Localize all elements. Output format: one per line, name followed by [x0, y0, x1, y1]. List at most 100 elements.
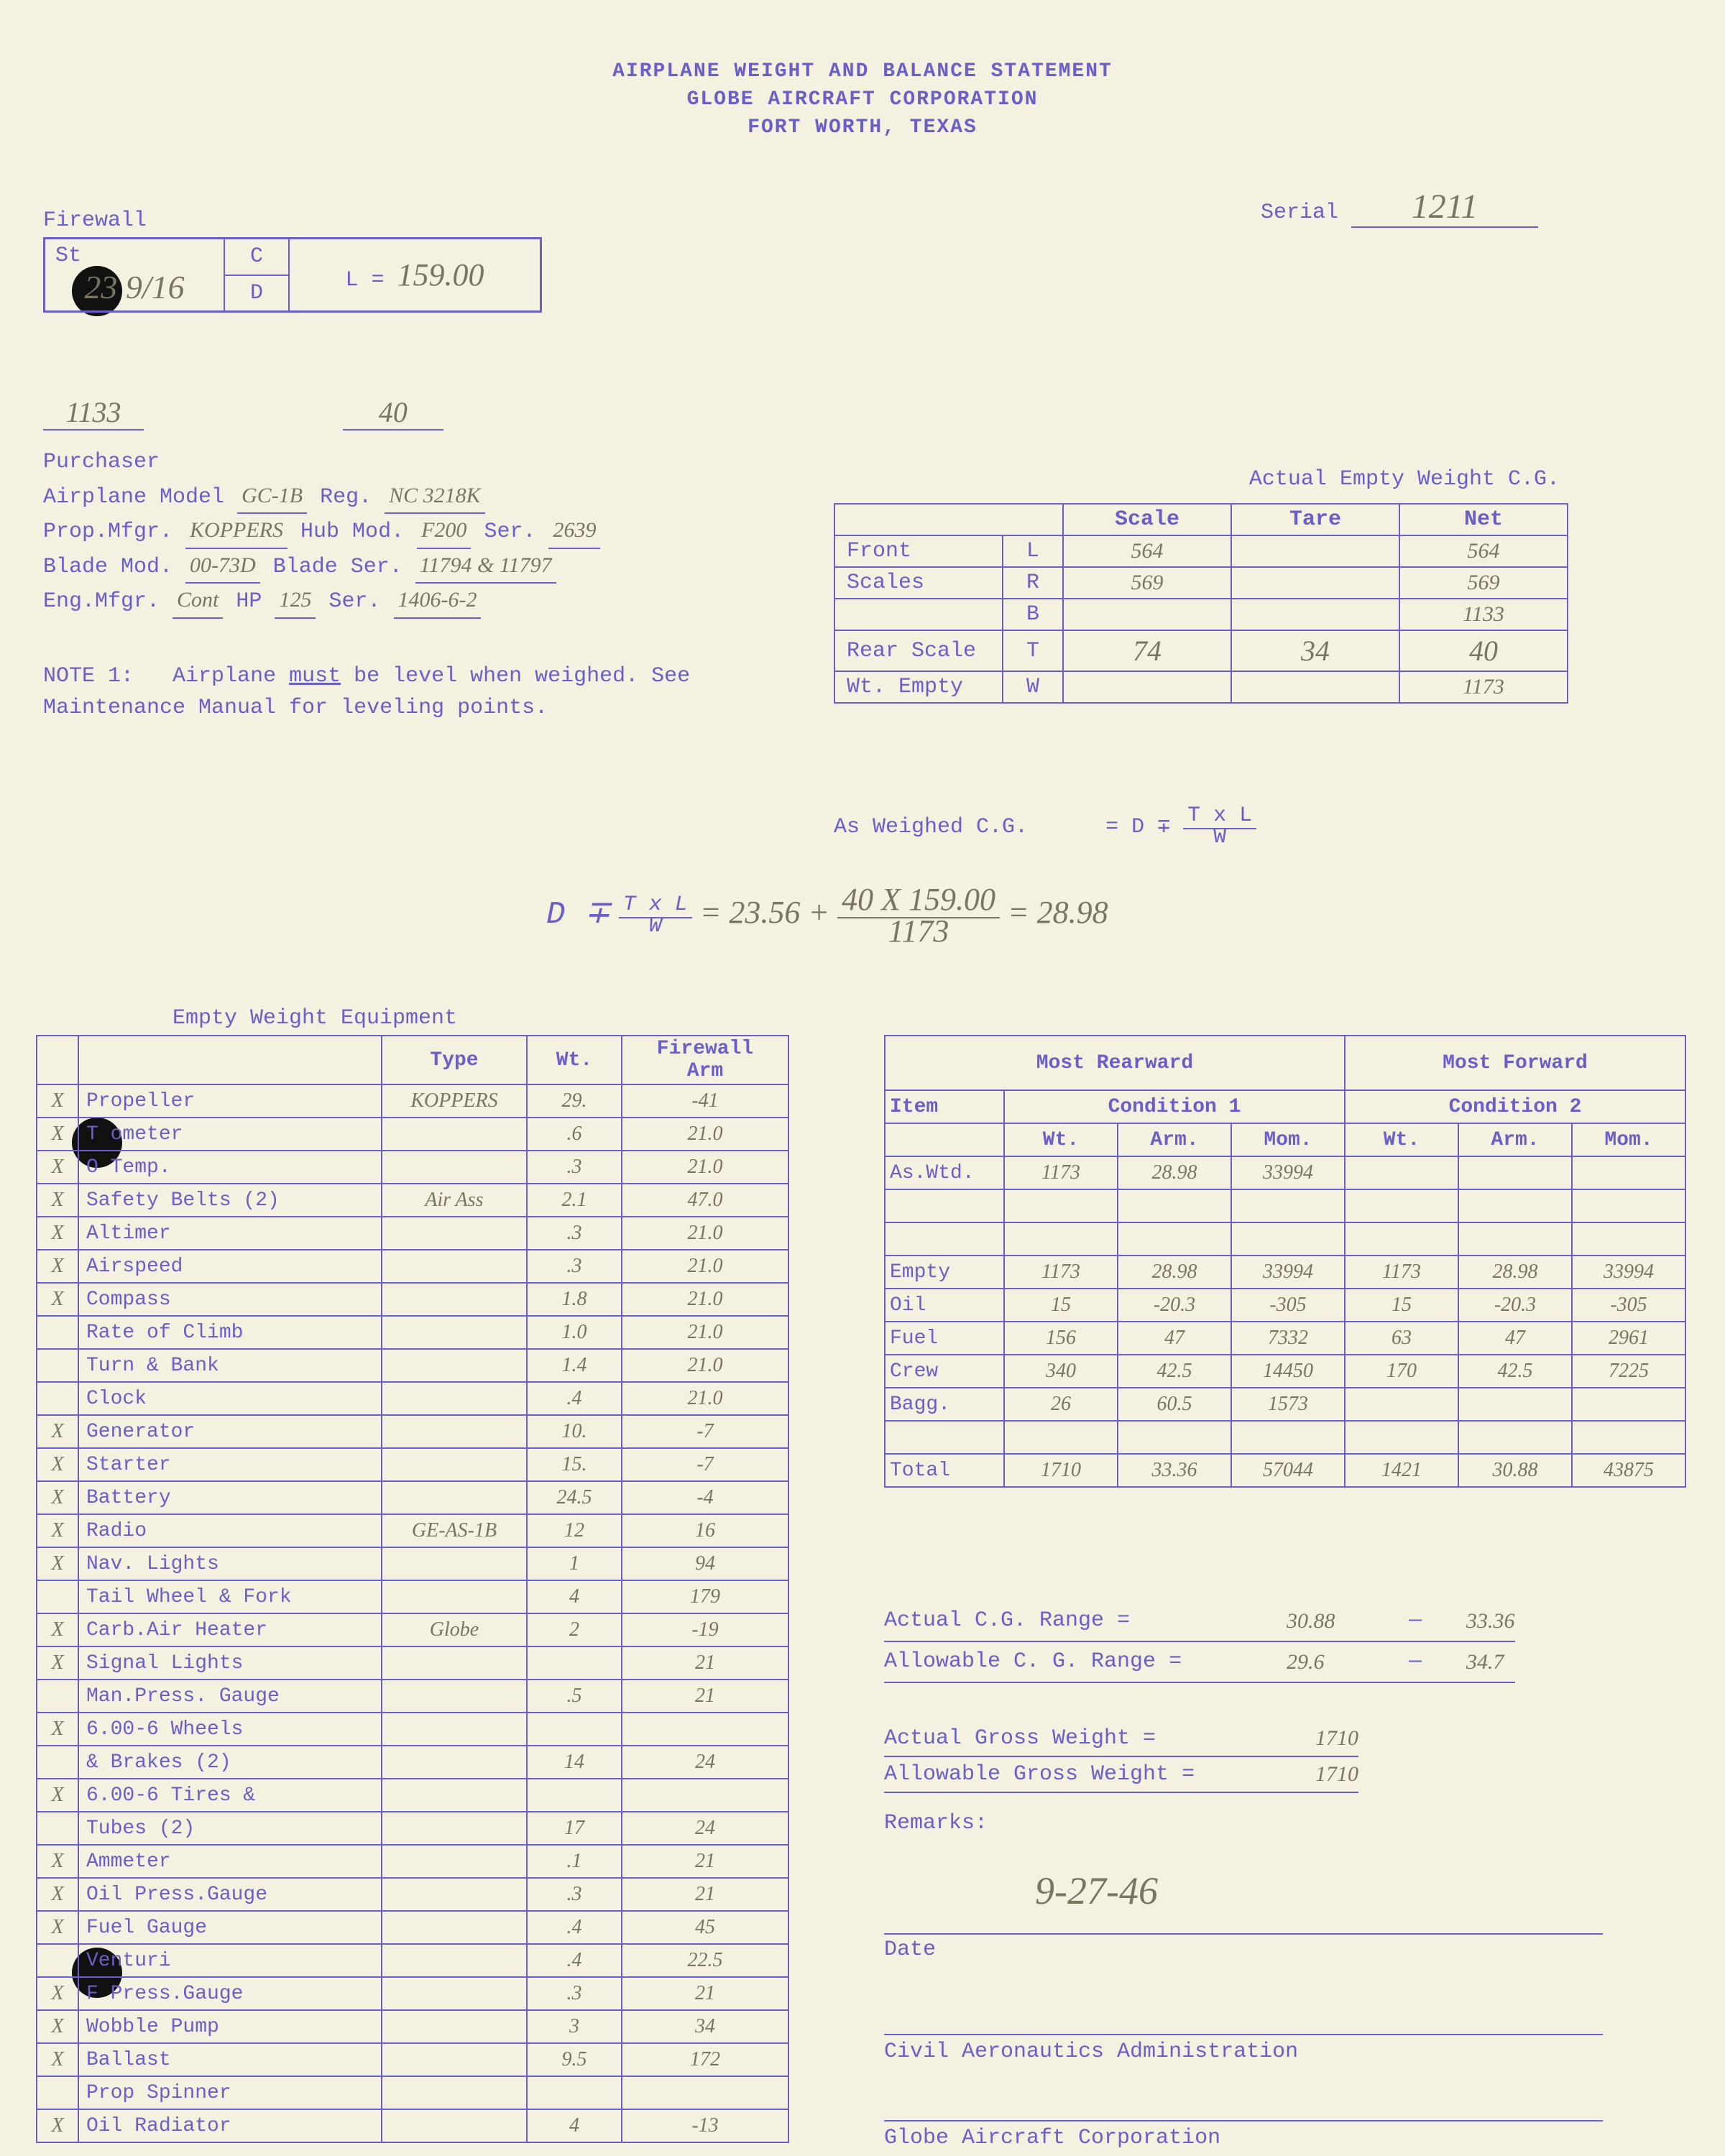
calc-nb: 1173: [884, 913, 954, 949]
two-numbers: 1133 40: [43, 395, 630, 430]
calc-result: = 28.98: [1008, 895, 1108, 930]
ewe-row: XSafety Belts (2)Air Ass2.147.0: [37, 1184, 788, 1217]
st-label: St: [55, 244, 213, 268]
cond-sub-wt1: Wt.: [1004, 1123, 1118, 1156]
actual-gross-value: 1710: [1315, 1721, 1358, 1756]
signature-globe: Globe Aircraft Corporation: [884, 2120, 1603, 2150]
cond-row: Bagg.2660.51573: [885, 1388, 1685, 1421]
ewe-row: XOil Radiator4-13: [37, 2109, 788, 2142]
cond-c1: Condition 1: [1004, 1090, 1345, 1123]
model-label: Airplane Model: [43, 485, 224, 510]
purchaser-label: Purchaser: [43, 446, 798, 479]
allow-cg-hi: 34.7: [1466, 1644, 1504, 1680]
ewe-row: XBallast9.5172: [37, 2043, 788, 2076]
c-label: C: [224, 239, 289, 275]
cond-rearward: Most Rearward: [885, 1036, 1345, 1090]
ewe-row: X6.00-6 Wheels: [37, 1713, 788, 1746]
cond-row: Total171033.3657044142130.8843875: [885, 1454, 1685, 1487]
cond-row: Crew34042.51445017042.57225: [885, 1355, 1685, 1388]
ewe-row: XF Press.Gauge.321: [37, 1977, 788, 2010]
date-label: Date: [884, 1933, 1603, 1962]
serial-value: 1211: [1351, 187, 1538, 228]
serial-field: Serial 1211: [1261, 187, 1538, 228]
allow-cg-lo: 29.6: [1287, 1644, 1409, 1680]
blade-value: 00-73D: [185, 549, 260, 584]
ewe-row: Rate of Climb1.021.0: [37, 1316, 788, 1349]
model-value: GC-1B: [237, 479, 307, 515]
cg-row: Rear ScaleT743440: [834, 630, 1568, 671]
cond-row: Fuel15647733263472961: [885, 1322, 1685, 1355]
cond-sub-wt2: Wt.: [1345, 1123, 1458, 1156]
ewe-row: XPropellerKOPPERS29.-41: [37, 1084, 788, 1118]
cond-sub-arm1: Arm.: [1118, 1123, 1231, 1156]
num-a: 1133: [43, 395, 144, 430]
num-b: 40: [343, 395, 443, 430]
firewall-box: St 23 9/16 C L = 159.00 D: [43, 237, 542, 313]
conditions-table: Most Rearward Most Forward Item Conditio…: [884, 1035, 1686, 1488]
cond-item-label: Item: [885, 1090, 1004, 1123]
propmfgr-label: Prop.Mfgr.: [43, 520, 172, 544]
allow-gross-value: 1710: [1315, 1757, 1358, 1792]
note1-text2: be level when weighed. See Maintenance M…: [43, 664, 690, 720]
cond-row: [885, 1189, 1685, 1222]
cg-row: FrontL564564: [834, 535, 1568, 567]
ewe-col-type: Type: [382, 1036, 527, 1084]
gross-weight-block: Actual Gross Weight = 1710 Allowable Gro…: [884, 1721, 1358, 1793]
cond-row: [885, 1222, 1685, 1256]
ewe-col-arm: FirewallArm: [622, 1036, 788, 1084]
hubser-label: Ser.: [484, 520, 535, 544]
ewe-row: XAltimer.321.0: [37, 1217, 788, 1250]
st-value: 23 9/16: [55, 268, 213, 306]
ewe-row: Tail Wheel & Fork4179: [37, 1580, 788, 1613]
ewe-row: XCompass1.821.0: [37, 1283, 788, 1316]
remarks-label: Remarks:: [884, 1811, 988, 1835]
calc-eq: = 23.56 +: [700, 895, 829, 930]
engser-value: 1406-6-2: [394, 584, 482, 619]
cg-calculation: D ∓ T x LW = 23.56 + 40 X 159.001173 = 2…: [546, 884, 1108, 947]
calc-pre: D ∓: [546, 897, 611, 933]
ewe-title: Empty Weight Equipment: [172, 1006, 457, 1031]
ewe-row: & Brakes (2)1424: [37, 1746, 788, 1779]
cg-frac-bot: W: [1209, 825, 1230, 849]
ewe-row: XFuel Gauge.445: [37, 1911, 788, 1944]
header-line-1: AIRPLANE WEIGHT AND BALANCE STATEMENT: [43, 57, 1682, 86]
serial-label: Serial: [1261, 201, 1338, 225]
cond-sub-arm2: Arm.: [1458, 1123, 1572, 1156]
cond-sub-mom1: Mom.: [1231, 1123, 1345, 1156]
cg-formula-eq: = D ∓: [1105, 815, 1170, 839]
ewe-row: X6.00-6 Tires &: [37, 1779, 788, 1812]
actual-cg-hi: 33.36: [1466, 1603, 1515, 1639]
L-label: L =: [345, 268, 384, 292]
ewe-row: XWobble Pump334: [37, 2010, 788, 2043]
cond-row: Empty117328.9833994117328.9833994: [885, 1256, 1685, 1289]
cg-row: B1133: [834, 599, 1568, 630]
ewe-row: XBattery24.5-4: [37, 1481, 788, 1514]
purchaser-block: Purchaser Airplane Model GC-1B Reg. NC 3…: [43, 446, 798, 619]
cg-col-scale: Scale: [1063, 504, 1231, 535]
note1-must: must: [289, 664, 341, 688]
signature-caa: Civil Aeronautics Administration: [884, 2034, 1603, 2064]
L-value: 159.00: [397, 257, 484, 292]
ewe-row: XO Temp..321.0: [37, 1151, 788, 1184]
cg-formula-label: As Weighed C.G.: [834, 815, 1028, 839]
propmfgr-value: KOPPERS: [185, 514, 288, 549]
eng-label: Eng.Mfgr.: [43, 589, 160, 614]
ewe-row: Turn & Bank1.421.0: [37, 1349, 788, 1382]
cond-row: Oil15-20.3-30515-20.3-305: [885, 1289, 1685, 1322]
calc-f1b: W: [645, 914, 666, 939]
cg-formula: As Weighed C.G. = D ∓ T x LW: [834, 805, 1256, 848]
ewe-row: XAmmeter.121: [37, 1845, 788, 1878]
cond-sub-mom2: Mom.: [1572, 1123, 1685, 1156]
ewe-row: XSignal Lights21: [37, 1646, 788, 1680]
cg-range-block: Actual C.G. Range = 30.88 — 33.36 Allowa…: [884, 1603, 1515, 1685]
hubser-value: 2639: [548, 514, 600, 549]
ewe-row: Prop Spinner: [37, 2076, 788, 2109]
ewe-table: Type Wt. FirewallArm XPropellerKOPPERS29…: [36, 1035, 789, 2143]
bladeser-value: 11794 & 11797: [415, 549, 556, 584]
hp-value: 125: [275, 584, 316, 619]
ewe-col-wt: Wt.: [527, 1036, 622, 1084]
reg-label: Reg.: [320, 485, 372, 510]
cg-row: Wt. EmptyW1173: [834, 671, 1568, 703]
ewe-row: Tubes (2)1724: [37, 1812, 788, 1845]
ewe-row: XT ometer.621.0: [37, 1118, 788, 1151]
